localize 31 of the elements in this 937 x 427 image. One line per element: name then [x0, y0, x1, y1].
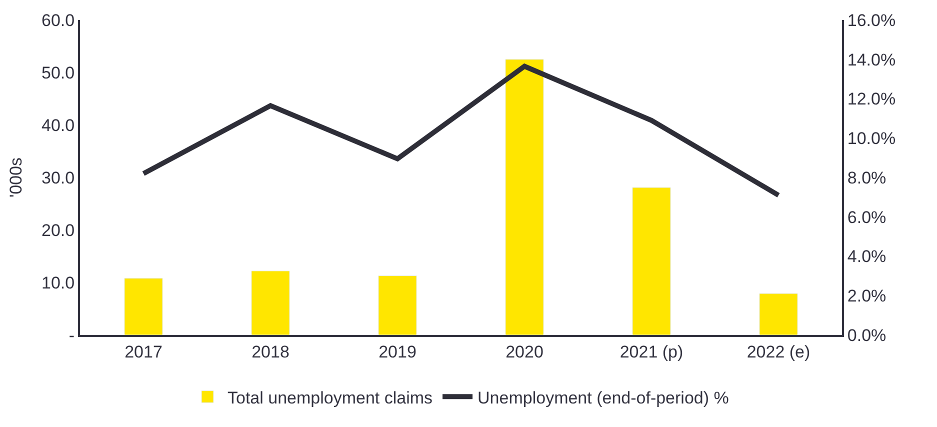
bar [505, 59, 544, 335]
y-tick-label: - [68, 326, 75, 345]
y-tick-label: 20.0 [42, 220, 75, 240]
x-tick-label: 2017 [124, 342, 162, 362]
y2-tick-label: 10.0% [847, 129, 896, 148]
legend-label: Total unemployment claims [228, 388, 433, 408]
x-tick-label: 2021 (p) [620, 342, 684, 362]
x-tick-label: 2018 [252, 342, 290, 362]
y2-tick-label: 2.0% [847, 286, 886, 306]
bar [124, 278, 163, 335]
y2-tick-label: 12.0% [847, 90, 896, 109]
y-tick-label: 10.0 [42, 273, 75, 292]
y2-tick-label: 14.0% [847, 50, 896, 70]
bar [759, 293, 798, 335]
bar [632, 187, 671, 335]
y-tick-label: 50.0 [42, 63, 75, 82]
bar [251, 270, 290, 335]
x-tick-label: 2022 (e) [746, 342, 810, 362]
legend-label: Unemployment (end-of-period) % [478, 388, 729, 408]
y2-tick-label: 0.0% [847, 326, 886, 345]
x-tick-label: 2019 [378, 342, 416, 362]
y2-tick-label: 8.0% [847, 168, 886, 188]
y-tick-label: 40.0 [42, 116, 75, 135]
y-tick-label: 60.0 [42, 10, 75, 30]
x-tick-label: 2020 [506, 342, 544, 362]
bar [378, 275, 417, 335]
y-tick-label: 30.0 [42, 168, 75, 188]
y2-tick-label: 16.0% [847, 10, 896, 30]
y-axis-title: '000s [6, 157, 26, 198]
y2-tick-label: 6.0% [847, 208, 886, 227]
y2-tick-label: 4.0% [847, 247, 886, 266]
